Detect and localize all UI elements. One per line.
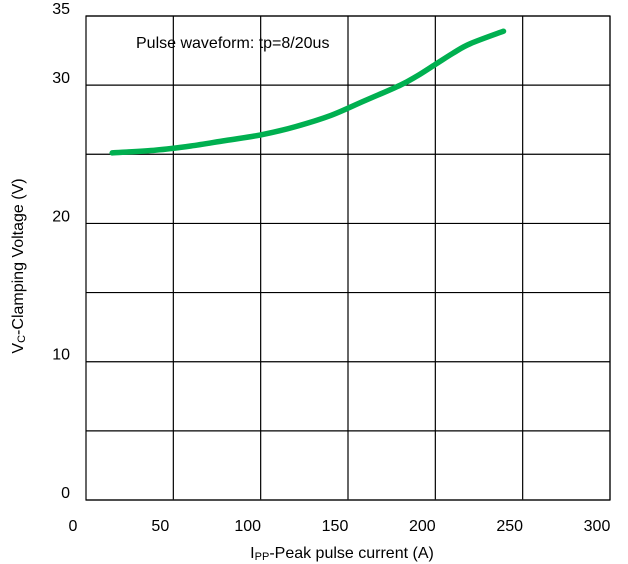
x-axis-title: IPP-Peak pulse current (A) <box>250 545 434 563</box>
x-tick-label: 200 <box>409 518 436 535</box>
plot-frame <box>85 15 611 501</box>
clamping-voltage-line <box>109 28 507 156</box>
y-tick-label: 0 <box>61 485 70 502</box>
y-tick-label: 35 <box>52 1 70 18</box>
x-tick-labels: 0 50 100 150 200 250 300 <box>69 518 611 535</box>
x-tick-label: 250 <box>496 518 523 535</box>
x-tick-label: 300 <box>584 518 611 535</box>
x-tick-label: 150 <box>322 518 349 535</box>
y-axis-title-rest: -Clamping Voltage (V) <box>10 178 27 335</box>
x-tick-label: 0 <box>69 518 78 535</box>
series-layer <box>109 28 507 156</box>
y-tick-labels: 0 10 20 30 35 <box>52 1 70 502</box>
y-tick-label: 20 <box>52 208 70 225</box>
y-tick-label: 10 <box>52 347 70 364</box>
x-axis-title-prefix: I <box>250 545 254 562</box>
x-tick-label: 100 <box>234 518 261 535</box>
waveform-annotation: Pulse waveform: tp=8/20us <box>136 35 329 52</box>
y-axis-title-subscript: C <box>16 335 28 343</box>
x-axis-title-rest: -Peak pulse current (A) <box>269 545 434 562</box>
y-axis-title-prefix: V <box>10 343 27 354</box>
x-tick-label: 50 <box>151 518 169 535</box>
y-tick-label: 30 <box>52 70 70 87</box>
grid <box>86 15 611 501</box>
x-axis-title-subscript: PP <box>255 551 270 563</box>
y-axis-title: VC-Clamping Voltage (V) <box>10 178 28 353</box>
